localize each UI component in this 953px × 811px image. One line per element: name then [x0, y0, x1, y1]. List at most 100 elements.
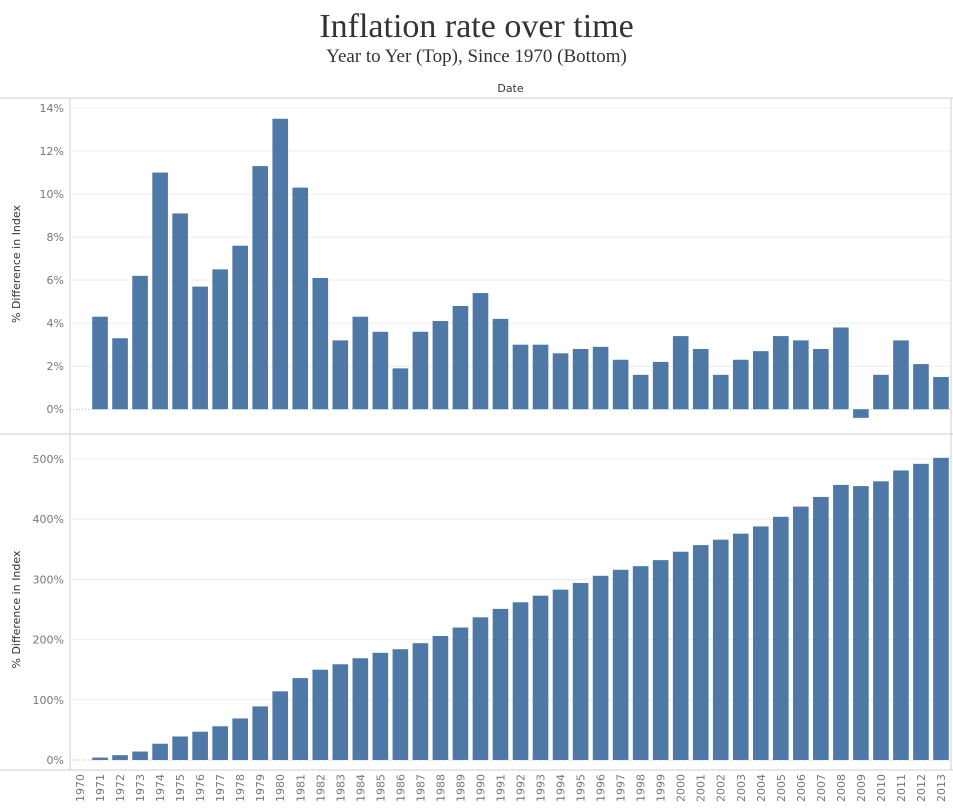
bottom-y-tick-label: 400%	[33, 513, 64, 526]
x-tick-label-2004: 2004	[755, 774, 768, 802]
bottom-bar-1997	[612, 569, 629, 760]
top-bar-1984	[352, 316, 369, 410]
bottom-y-tick-label: 200%	[33, 634, 64, 647]
bottom-bar-1999	[652, 560, 669, 760]
top-bar-1973	[132, 275, 148, 410]
x-tick-label-1980: 1980	[274, 774, 287, 802]
top-y-axis-label: % Difference in Index	[10, 205, 23, 323]
bottom-bar-2005	[772, 516, 789, 760]
bottom-bar-1976	[192, 731, 208, 760]
x-tick-label-1997: 1997	[615, 774, 628, 802]
top-bar-2013	[933, 376, 949, 410]
top-bar-2008	[833, 327, 849, 410]
bottom-bar-2002	[712, 539, 729, 760]
x-tick-label-1984: 1984	[354, 774, 367, 802]
bottom-bar-1987	[412, 643, 429, 760]
bottom-y-axis-label: % Difference in Index	[10, 550, 23, 668]
top-bar-2010	[873, 374, 889, 410]
top-bar-1994	[552, 353, 569, 410]
bottom-bar-1985	[372, 652, 389, 760]
x-tick-label-2000: 2000	[675, 774, 688, 802]
chart-subtitle: Year to Yer (Top), Since 1970 (Bottom)	[326, 46, 627, 67]
bottom-bar-1990	[472, 617, 489, 760]
x-tick-label-2008: 2008	[835, 774, 848, 802]
x-tick-label-2011: 2011	[895, 774, 908, 802]
top-bar-2011	[893, 340, 909, 410]
top-bar-2002	[712, 374, 729, 410]
top-bar-1988	[432, 321, 449, 410]
top-bar-2004	[752, 351, 769, 410]
x-tick-label-2010: 2010	[875, 774, 888, 802]
bottom-panel-cumulative: 0% 100% 200% 300% 400% 500% % Difference in In…	[10, 453, 951, 767]
bottom-bar-1978	[232, 718, 249, 760]
bottom-bar-1977	[212, 726, 228, 760]
bottom-bar-1986	[392, 649, 409, 760]
x-tick-label-1971: 1971	[94, 774, 107, 802]
top-bar-2001	[692, 348, 709, 410]
x-tick-label-2009: 2009	[855, 774, 868, 802]
bottom-bar-2011	[893, 470, 909, 760]
top-bar-2009	[853, 409, 869, 418]
bottom-bar-1971	[92, 757, 108, 760]
chart-frame	[0, 97, 953, 771]
top-bar-1979	[252, 166, 269, 410]
x-tick-label-2005: 2005	[775, 774, 788, 802]
bottom-bar-1989	[452, 627, 469, 760]
x-tick-label-1995: 1995	[575, 774, 588, 802]
top-bar-1992	[512, 344, 529, 410]
x-tick-label-1998: 1998	[635, 774, 648, 802]
bottom-y-tick-label: 500%	[33, 453, 64, 466]
top-y-tick-label: 14%	[40, 102, 64, 115]
bottom-bar-2013	[933, 457, 949, 760]
top-bar-2003	[732, 359, 749, 410]
top-bar-1987	[412, 331, 429, 410]
bottom-bar-2009	[853, 486, 869, 760]
x-tick-label-1982: 1982	[314, 774, 327, 802]
bottom-bar-1980	[272, 691, 289, 760]
top-bar-1999	[652, 361, 669, 410]
top-panel-yoy: 0% 2% 4% 6% 8% 10% 12% 14% % Difference in Index	[10, 102, 951, 418]
x-tick-label-1994: 1994	[555, 774, 568, 802]
top-bar-2007	[813, 348, 829, 410]
top-y-tick-label: 8%	[47, 231, 64, 244]
top-y-tick-label: 2%	[47, 360, 64, 373]
top-bar-1976	[192, 286, 208, 410]
top-bar-1990	[472, 293, 489, 410]
top-bar-2006	[793, 340, 809, 410]
x-tick-label-1986: 1986	[394, 774, 407, 802]
top-bar-2012	[913, 364, 929, 410]
bottom-bar-2006	[793, 506, 809, 760]
top-bar-1995	[572, 348, 589, 410]
top-bar-1983	[332, 340, 349, 410]
bottom-bar-2007	[813, 496, 829, 760]
bottom-bar-1993	[532, 595, 549, 760]
bottom-bar-1973	[132, 751, 148, 760]
x-tick-label-2003: 2003	[735, 774, 748, 802]
bottom-bar-1975	[172, 736, 188, 760]
top-y-tick-label: 0%	[47, 403, 64, 416]
bottom-bar-2000	[672, 551, 689, 760]
bottom-bar-1996	[592, 575, 609, 760]
x-tick-label-1989: 1989	[454, 774, 467, 802]
x-tick-label-2013: 2013	[935, 774, 948, 802]
top-bar-1982	[312, 277, 329, 410]
top-y-tick-label: 10%	[40, 188, 64, 201]
top-y-tick-label: 12%	[40, 145, 64, 158]
top-bar-1993	[532, 344, 549, 410]
x-tick-label-1993: 1993	[535, 774, 548, 802]
x-tick-label-1999: 1999	[655, 774, 668, 802]
top-bar-1978	[232, 245, 249, 410]
bottom-bar-1991	[492, 608, 509, 760]
top-bar-1997	[612, 359, 629, 410]
x-tick-label-2007: 2007	[815, 774, 828, 802]
top-bar-1981	[292, 187, 309, 410]
top-bar-1972	[112, 338, 128, 410]
x-tick-label-1981: 1981	[294, 774, 307, 802]
x-tick-label-1996: 1996	[595, 774, 608, 802]
bottom-bar-1972	[112, 755, 128, 760]
x-tick-label-2001: 2001	[695, 774, 708, 802]
chart-title: Inflation rate over time	[319, 8, 634, 45]
bottom-bar-2008	[833, 484, 849, 760]
top-bar-2005	[772, 336, 789, 410]
